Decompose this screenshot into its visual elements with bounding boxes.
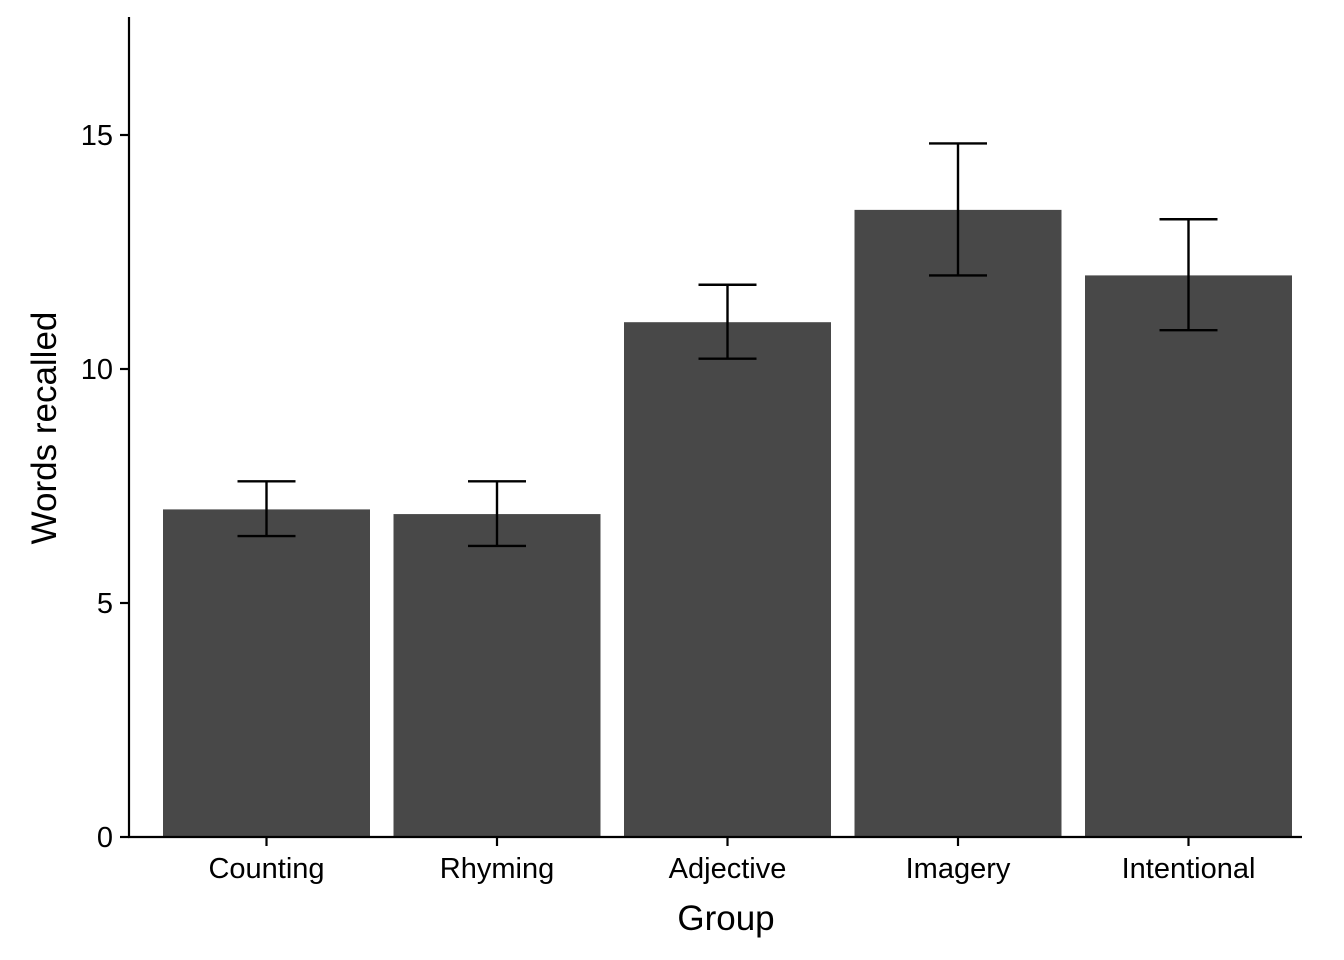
x-tick-label: Counting	[208, 853, 324, 885]
y-tick-label: 15	[81, 120, 113, 152]
y-tick-label: 10	[81, 354, 113, 386]
bar-counting	[163, 509, 370, 837]
error-bar-rhyming	[468, 480, 526, 548]
error-bar-adjective	[698, 283, 757, 360]
bar-intentional	[1085, 275, 1292, 837]
error-bars-group	[237, 142, 1218, 548]
bars-group	[163, 209, 1292, 837]
x-tick-label: Adjective	[669, 853, 787, 885]
y-tick-label: 0	[97, 822, 113, 854]
x-tick-label: Imagery	[906, 853, 1011, 885]
y-tick-label: 5	[97, 588, 113, 620]
bar-imagery	[854, 209, 1062, 837]
x-tick-label: Intentional	[1122, 853, 1256, 885]
error-bar-counting	[237, 480, 296, 538]
bar-rhyming	[393, 514, 601, 837]
x-axis-title: Group	[677, 899, 774, 938]
y-axis-title: Words recalled	[25, 312, 64, 545]
x-axis-ticks: Counting Rhyming Adjective Imagery Intention…	[208, 837, 1255, 885]
error-bar-intentional	[1159, 218, 1218, 332]
x-tick-label: Rhyming	[440, 853, 554, 885]
error-bar-imagery	[929, 142, 987, 277]
y-axis-ticks: 0 5 10 15	[81, 120, 129, 854]
bar-adjective	[624, 322, 831, 837]
